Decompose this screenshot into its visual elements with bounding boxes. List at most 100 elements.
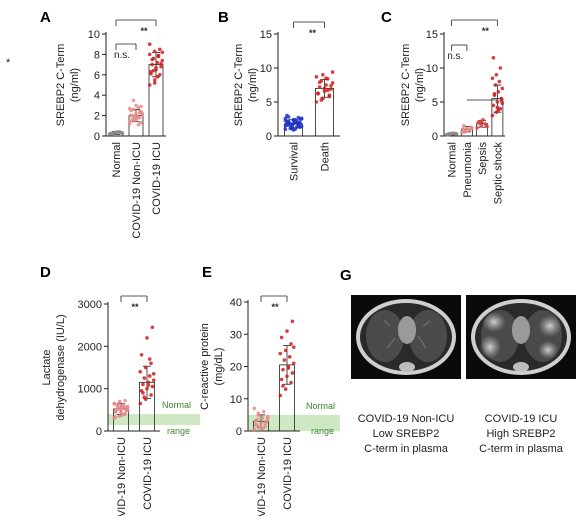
panel-g: G COVID-19 Non-ICU Low SREB <box>340 267 576 455</box>
data-point <box>496 108 501 112</box>
data-point <box>298 125 302 129</box>
data-point <box>156 53 161 58</box>
data-point <box>127 106 132 111</box>
data-point <box>117 414 122 418</box>
data-point <box>124 407 129 412</box>
data-point <box>322 86 327 91</box>
y-axis-label: (ng/ml) <box>414 68 426 102</box>
y-tick-label: 10 <box>88 29 100 41</box>
data-point <box>138 369 143 374</box>
data-point <box>283 348 288 353</box>
data-point <box>493 83 498 87</box>
data-point <box>115 130 120 134</box>
data-point <box>253 418 258 423</box>
data-point <box>500 86 505 91</box>
data-point <box>283 127 288 131</box>
data-point <box>281 384 285 388</box>
data-point <box>137 109 142 114</box>
data-point <box>152 81 157 85</box>
data-point <box>151 68 156 73</box>
data-point <box>151 372 156 376</box>
data-point <box>285 374 289 378</box>
y-tick-label: 5 <box>432 97 438 109</box>
data-point <box>134 117 138 122</box>
data-point <box>113 415 118 419</box>
data-point <box>291 361 296 366</box>
category-label: Sepsis <box>477 142 489 176</box>
significance-label: n.s. <box>114 50 130 61</box>
y-axis-label: SREBP2 C-Term <box>233 44 245 127</box>
y-tick-label: 2 <box>94 111 100 123</box>
data-point <box>285 329 289 333</box>
data-point <box>132 114 137 119</box>
data-point <box>131 98 136 103</box>
data-point <box>330 70 335 74</box>
category-label: COVID-19 ICU <box>282 437 294 510</box>
data-point <box>286 366 291 370</box>
data-point <box>330 81 335 85</box>
data-point <box>259 421 263 425</box>
category-label: COVID-19 Non-ICU <box>116 437 128 516</box>
y-axis-label: SREBP2 C-Term <box>55 44 67 127</box>
data-point <box>147 52 152 57</box>
data-point <box>159 64 163 69</box>
data-point <box>495 105 500 110</box>
data-point <box>321 73 325 77</box>
y-tick-label: 20 <box>230 362 242 374</box>
data-point <box>260 426 265 431</box>
data-point <box>255 423 259 427</box>
data-point <box>491 56 496 60</box>
data-point <box>119 410 123 415</box>
data-point <box>151 378 156 383</box>
data-point <box>279 335 284 340</box>
category-label: Septic shock <box>492 142 504 205</box>
data-point <box>479 124 483 128</box>
data-point <box>289 342 293 346</box>
data-point <box>299 117 304 121</box>
y-tick-label: 1000 <box>78 384 102 396</box>
data-point <box>123 398 127 403</box>
data-point <box>116 406 121 411</box>
data-point <box>154 65 158 70</box>
y-axis-label: SREBP2 C-Term <box>400 44 412 127</box>
data-point <box>252 406 257 411</box>
data-point <box>150 325 155 330</box>
chart-panel-b: B 0 5 10 15 SREBP2 C-Term (ng/ml) ** Survival Dea… <box>218 9 340 181</box>
data-point <box>329 87 333 91</box>
significance-label: ** <box>482 26 490 36</box>
data-point <box>291 345 296 349</box>
y-tick-label: 3000 <box>78 299 102 311</box>
data-point <box>147 83 152 87</box>
y-tick-label: 4 <box>94 90 100 102</box>
data-point <box>324 76 328 80</box>
data-point <box>490 76 495 80</box>
data-point <box>498 66 503 70</box>
y-axis-label: (ng/ml) <box>247 68 259 102</box>
panel-label: A <box>40 9 51 26</box>
data-point <box>288 124 293 128</box>
data-point <box>281 367 285 372</box>
data-point <box>261 409 266 414</box>
y-tick-label: 15 <box>426 29 438 41</box>
chart-panel-d: D Normal range 0 1000 2000 3000 Lactate dehydrog… <box>40 264 200 516</box>
data-point <box>150 57 155 62</box>
y-tick-label: 0 <box>266 131 272 143</box>
data-point <box>115 403 119 407</box>
data-point <box>149 71 153 76</box>
normal-range-label: Normal <box>162 400 191 410</box>
data-point <box>147 374 152 378</box>
data-point <box>264 420 269 424</box>
data-point <box>492 92 497 96</box>
category-label: COVID-19 Non-ICU <box>131 142 143 239</box>
y-axis-label: dehydrogenase (IU/L) <box>55 314 67 420</box>
data-point <box>285 113 289 118</box>
caption-line: COVID-19 Non-ICU <box>358 413 455 425</box>
data-point <box>290 371 295 375</box>
data-point <box>149 393 153 397</box>
data-point <box>283 387 288 391</box>
data-point <box>461 127 465 131</box>
data-point <box>111 130 116 135</box>
ct-caption-icu: COVID-19 ICU High SREBP2 C-term in plasm… <box>479 413 564 455</box>
data-point <box>466 128 470 133</box>
data-point <box>139 104 143 109</box>
